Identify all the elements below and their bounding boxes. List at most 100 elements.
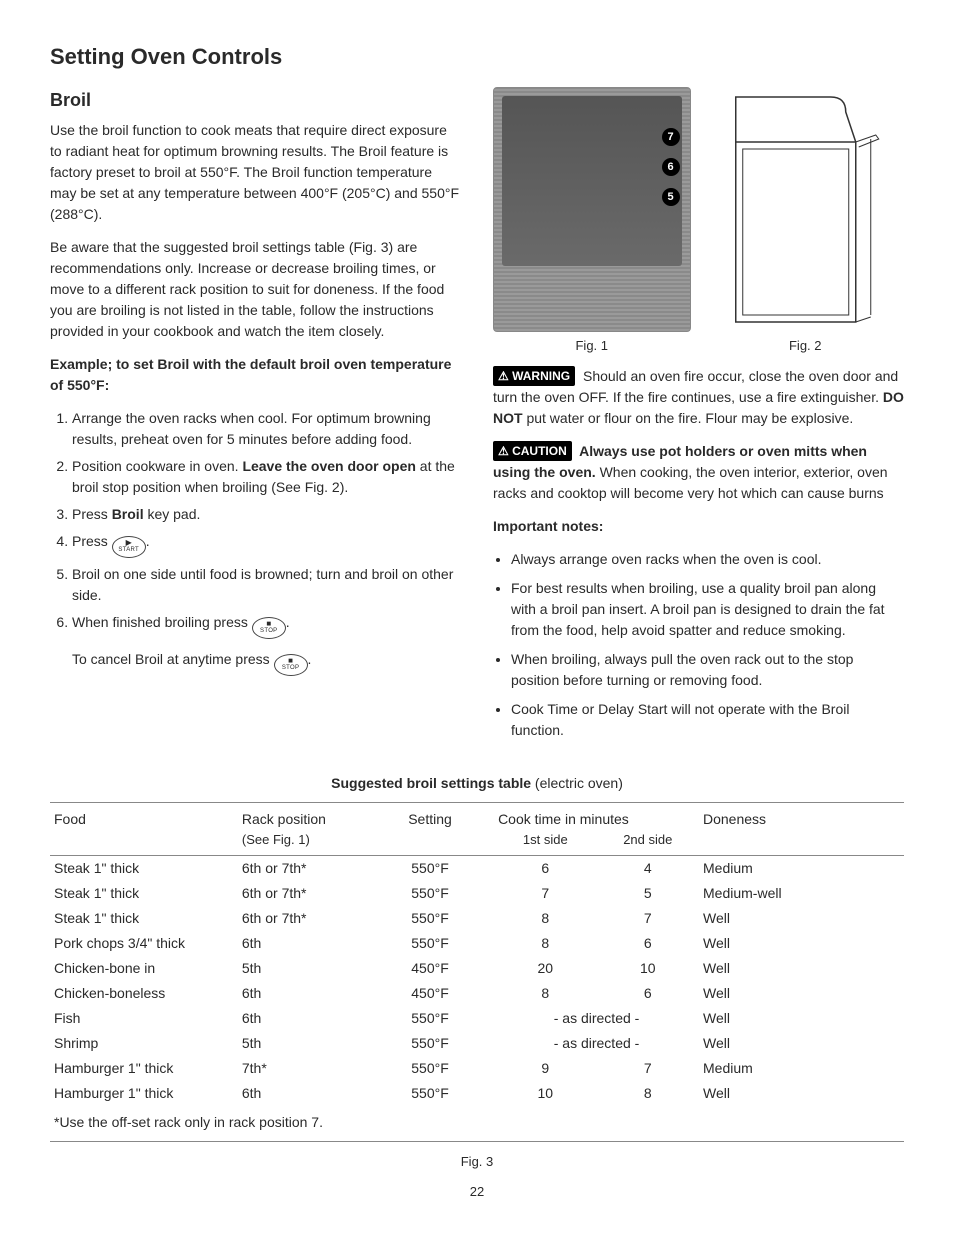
cell-doneness: Well	[699, 1006, 904, 1031]
stop-symbol: ■	[253, 620, 285, 628]
warning-text-c: put water or flour on the fire. Flour ma…	[523, 410, 854, 426]
step-3-text-c: key pad.	[144, 506, 201, 522]
rack-marker-6: 6	[662, 158, 680, 176]
cell-side2: 8	[597, 1081, 699, 1106]
stop-button-icon-2: ■STOP	[274, 654, 308, 676]
step-1: Arrange the oven racks when cool. For op…	[72, 408, 461, 450]
cell-cook-merged: - as directed -	[494, 1031, 699, 1056]
cell-side1: 8	[494, 906, 596, 931]
table-row: Chicken-bone in5th450°F2010Well	[50, 956, 904, 981]
cell-rack: 6th	[238, 981, 366, 1006]
warning-badge: ⚠ WARNING	[493, 366, 575, 386]
cell-side1: 20	[494, 956, 596, 981]
section-title: Broil	[50, 87, 461, 114]
cell-setting: 550°F	[366, 931, 494, 956]
cell-side2: 6	[597, 931, 699, 956]
step-6: When finished broiling press ■STOP. To c…	[72, 612, 461, 676]
step-3-text-b: Broil	[112, 506, 144, 522]
stop-symbol-2: ■	[275, 657, 307, 665]
step-4-text-a: Press	[72, 533, 112, 549]
table-row: Hamburger 1" thick7th*550°F97Medium	[50, 1056, 904, 1081]
table-row: Steak 1" thick6th or 7th*550°F64Medium	[50, 856, 904, 882]
stop-button-icon: ■STOP	[252, 617, 286, 639]
two-column-layout: Broil Use the broil function to cook mea…	[50, 87, 904, 753]
col-setting: Setting	[366, 802, 494, 830]
cell-doneness: Well	[699, 981, 904, 1006]
table-footnote: *Use the off-set rack only in rack posit…	[50, 1106, 904, 1142]
cell-setting: 550°F	[366, 1056, 494, 1081]
cell-setting: 550°F	[366, 906, 494, 931]
step-6-text-b: .	[286, 614, 290, 630]
cell-side2: 4	[597, 856, 699, 882]
cell-doneness: Well	[699, 931, 904, 956]
figure-2: Fig. 2	[707, 87, 905, 356]
col-side1: 1st side	[494, 830, 596, 856]
note-4: Cook Time or Delay Start will not operat…	[511, 699, 904, 741]
cell-side1: 8	[494, 931, 596, 956]
start-label: START	[113, 547, 145, 553]
table-row: Chicken-boneless6th450°F86Well	[50, 981, 904, 1006]
cell-cook-merged: - as directed -	[494, 1006, 699, 1031]
step-2: Position cookware in oven. Leave the ove…	[72, 456, 461, 498]
cell-side1: 9	[494, 1056, 596, 1081]
cell-food: Hamburger 1" thick	[50, 1056, 238, 1081]
table-row: Pork chops 3/4" thick6th550°F86Well	[50, 931, 904, 956]
step-5: Broil on one side until food is browned;…	[72, 564, 461, 606]
cell-side2: 7	[597, 906, 699, 931]
cell-food: Fish	[50, 1006, 238, 1031]
table-title-bold: Suggested broil settings table	[331, 775, 531, 791]
stop-label-2: STOP	[275, 665, 307, 671]
cell-food: Chicken-boneless	[50, 981, 238, 1006]
intro-paragraph-1: Use the broil function to cook meats tha…	[50, 120, 461, 225]
step-2-text-a: Position cookware in oven.	[72, 458, 242, 474]
step-6-cancel-text: To cancel Broil at anytime press	[72, 651, 274, 667]
cell-side1: 7	[494, 881, 596, 906]
table-row: Steak 1" thick6th or 7th*550°F87Well	[50, 906, 904, 931]
table-row: Shrimp5th550°F- as directed -Well	[50, 1031, 904, 1056]
note-1: Always arrange oven racks when the oven …	[511, 549, 904, 570]
cell-food: Steak 1" thick	[50, 906, 238, 931]
cell-setting: 550°F	[366, 1006, 494, 1031]
cell-rack: 6th	[238, 931, 366, 956]
col-rack-sub: (See Fig. 1)	[238, 830, 366, 856]
rack-marker-7: 7	[662, 128, 680, 146]
cell-side2: 5	[597, 881, 699, 906]
table-row: Fish6th550°F- as directed -Well	[50, 1006, 904, 1031]
cell-side2: 7	[597, 1056, 699, 1081]
caution-badge: ⚠ CAUTION	[493, 441, 572, 461]
step-6-text-a: When finished broiling press	[72, 614, 252, 630]
cell-rack: 6th or 7th*	[238, 881, 366, 906]
figure-3-caption: Fig. 3	[50, 1152, 904, 1172]
cell-food: Shrimp	[50, 1031, 238, 1056]
cell-food: Steak 1" thick	[50, 856, 238, 882]
start-button-icon: ▶START	[112, 536, 146, 558]
cell-food: Pork chops 3/4" thick	[50, 931, 238, 956]
cell-food: Hamburger 1" thick	[50, 1081, 238, 1106]
figure-2-caption: Fig. 2	[707, 336, 905, 356]
figures-row: 7 6 5 Fig. 1 Fig. 2	[493, 87, 904, 356]
cell-setting: 550°F	[366, 856, 494, 882]
step-6-text-d: .	[308, 651, 312, 667]
cell-doneness: Medium	[699, 1056, 904, 1081]
broil-settings-table-section: Suggested broil settings table (electric…	[50, 773, 904, 1172]
table-row: Hamburger 1" thick6th550°F108Well	[50, 1081, 904, 1106]
figure-1-caption: Fig. 1	[493, 336, 691, 356]
important-notes-list: Always arrange oven racks when the oven …	[493, 549, 904, 741]
note-3: When broiling, always pull the oven rack…	[511, 649, 904, 691]
cell-setting: 550°F	[366, 1081, 494, 1106]
caution-paragraph: ⚠ CAUTION Always use pot holders or oven…	[493, 441, 904, 504]
start-symbol: ▶	[113, 539, 145, 547]
cell-rack: 7th*	[238, 1056, 366, 1081]
oven-line-drawing	[707, 87, 905, 332]
intro-paragraph-2: Be aware that the suggested broil settin…	[50, 237, 461, 342]
col-done: Doneness	[699, 802, 904, 830]
cell-doneness: Well	[699, 906, 904, 931]
step-2-text-b: Leave the oven door open	[242, 458, 415, 474]
cell-setting: 450°F	[366, 981, 494, 1006]
cell-side1: 8	[494, 981, 596, 1006]
step-3-text-a: Press	[72, 506, 112, 522]
cell-rack: 5th	[238, 1031, 366, 1056]
cell-rack: 6th or 7th*	[238, 856, 366, 882]
cell-doneness: Well	[699, 1031, 904, 1056]
cell-rack: 6th or 7th*	[238, 906, 366, 931]
